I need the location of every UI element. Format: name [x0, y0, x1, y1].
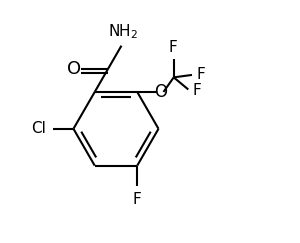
Text: O: O [154, 83, 167, 101]
Text: F: F [196, 67, 205, 82]
Text: O: O [68, 60, 82, 78]
Text: F: F [193, 83, 201, 98]
Text: NH$_2$: NH$_2$ [108, 22, 138, 41]
Text: F: F [133, 192, 142, 207]
Text: Cl: Cl [31, 121, 46, 136]
Text: F: F [168, 40, 177, 55]
